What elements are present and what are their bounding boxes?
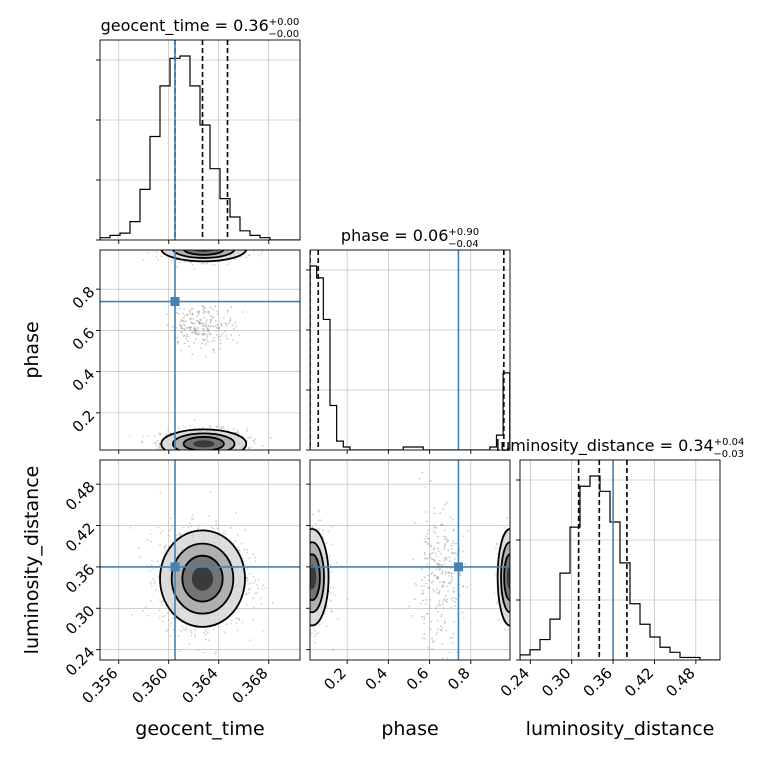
hist-panel-luminosity_distance-frame (519, 459, 721, 661)
hist-panel-luminosity_distance: 0.24 0.30 0.36 0.42 0.48 luminosity_distance … (496, 436, 745, 700)
density-level-3 (310, 565, 317, 590)
x-tick-label-geocent_time: 0.360 (128, 664, 171, 707)
x-axis-label-geocent_time: geocent_time (135, 718, 264, 740)
contour-line-0 (160, 428, 248, 450)
y-axis-label-phase: phase (21, 321, 43, 378)
title-upper-error: +0.90 (448, 227, 479, 238)
hist-panel-geocent_time-frame (99, 39, 301, 241)
title-upper-error: +0.04 (714, 437, 745, 448)
density-panel-phase-vs-luminosity_distance: 0.2 0.4 0.6 0.8 (306, 459, 511, 694)
injection-marker (170, 562, 180, 572)
y-tick-label-luminosity_distance: 0.42 (62, 519, 98, 555)
contour-line-2 (182, 436, 225, 450)
x-tick-label-phase: 0.4 (362, 664, 392, 694)
title-lower-error: −0.00 (268, 29, 299, 40)
x-tick-label-luminosity_distance: 0.30 (538, 664, 574, 700)
density-panel-geocent_time-vs-phase-plot-area (100, 250, 300, 450)
y-tick-label-phase: 0.2 (69, 407, 99, 437)
x-tick-label-phase: 0.8 (444, 664, 474, 694)
x-tick-label-luminosity_distance: 0.42 (621, 664, 657, 700)
x-tick-label-luminosity_distance: 0.24 (497, 664, 533, 700)
title-value: geocent_time = 0.36 (101, 16, 269, 36)
y-tick-label-luminosity_distance: 0.30 (62, 602, 98, 638)
title-lower-error: −0.04 (448, 239, 479, 250)
y-tick-label-luminosity_distance: 0.48 (62, 478, 98, 514)
x-axis-label-phase: phase (381, 718, 438, 740)
contour-line-0 (160, 250, 248, 263)
hist-panel-geocent_time-plot-area (100, 40, 300, 240)
x-tick-label-geocent_time: 0.364 (178, 664, 221, 707)
x-tick-label-phase: 0.6 (403, 664, 433, 694)
sparse-samples (165, 300, 469, 661)
hist-panel-phase-plot-area (310, 250, 510, 450)
hist-panel-phase: phase = 0.06+0.90 −0.04 (306, 226, 511, 454)
density-panel-phase-vs-luminosity_distance-plot-area (310, 460, 510, 660)
density-level-3 (506, 565, 510, 590)
injection-marker (453, 562, 463, 572)
title-phase: phase = 0.06+0.90 −0.04 (341, 226, 479, 250)
x-tick-label-luminosity_distance: 0.48 (662, 664, 698, 700)
x-axis-label-luminosity_distance: luminosity_distance (526, 718, 715, 740)
histogram-geocent_time (100, 55, 300, 240)
contour-line-0 (159, 529, 246, 628)
contour-line-2 (182, 250, 225, 256)
contour-line-1 (310, 541, 325, 614)
x-tick-label-geocent_time: 0.356 (78, 664, 121, 707)
x-tick-label-luminosity_distance: 0.36 (580, 664, 616, 700)
density-panel-geocent_time-vs-luminosity_distance: 0.356 0.360 0.364 0.368 0.24 0.30 0.36 0.42 0.48 (62, 459, 301, 707)
injection-marker (170, 297, 180, 307)
title-upper-error: +0.00 (269, 17, 300, 28)
y-tick-label-luminosity_distance: 0.36 (62, 561, 98, 597)
title-value: phase = 0.06 (341, 226, 448, 245)
contour-line-1 (172, 432, 236, 450)
hist-panel-geocent_time: geocent_time = 0.36+0.00 −0.00 (96, 16, 301, 244)
histogram-luminosity_distance (520, 475, 720, 660)
y-tick-label-phase: 0.8 (69, 283, 99, 313)
title-value: luminosity_distance = 0.34 (496, 436, 714, 456)
y-tick-label-phase: 0.4 (69, 365, 99, 395)
y-tick-label-luminosity_distance: 0.24 (62, 643, 98, 679)
density-level-3 (193, 440, 215, 448)
y-tick-label-phase: 0.6 (69, 324, 99, 354)
contour-line-2 (310, 553, 321, 602)
contour-line-2 (181, 554, 224, 603)
x-tick-label-geocent_time: 0.368 (228, 664, 271, 707)
density-panel-geocent_time-vs-phase: 0.2 0.4 0.6 0.8 (69, 249, 301, 454)
y-axis-label-luminosity_distance: luminosity_distance (21, 466, 43, 655)
hist-panel-phase-frame (309, 249, 511, 451)
histogram-phase (310, 265, 510, 450)
hist-panel-luminosity_distance-plot-area (520, 460, 720, 660)
density-level-3 (191, 566, 214, 591)
contour-line-0 (496, 528, 510, 627)
title-geocent_time: geocent_time = 0.36+0.00 −0.00 (101, 16, 300, 40)
x-tick-label-phase: 0.2 (320, 664, 350, 694)
density-panel-geocent_time-vs-phase-frame (99, 249, 301, 451)
contour-line-2 (503, 553, 510, 602)
contour-line-0 (310, 528, 330, 627)
title-lower-error: −0.03 (713, 449, 744, 460)
density-panel-phase-vs-luminosity_distance-frame (309, 459, 511, 661)
contour-line-1 (170, 542, 235, 615)
density-panel-geocent_time-vs-luminosity_distance-plot-area (100, 460, 300, 660)
title-luminosity_distance: luminosity_distance = 0.34+0.04 −0.03 (496, 436, 745, 460)
density-level-3 (193, 250, 214, 253)
contour-line-1 (172, 250, 236, 259)
density-panel-geocent_time-vs-luminosity_distance-frame (99, 459, 301, 661)
